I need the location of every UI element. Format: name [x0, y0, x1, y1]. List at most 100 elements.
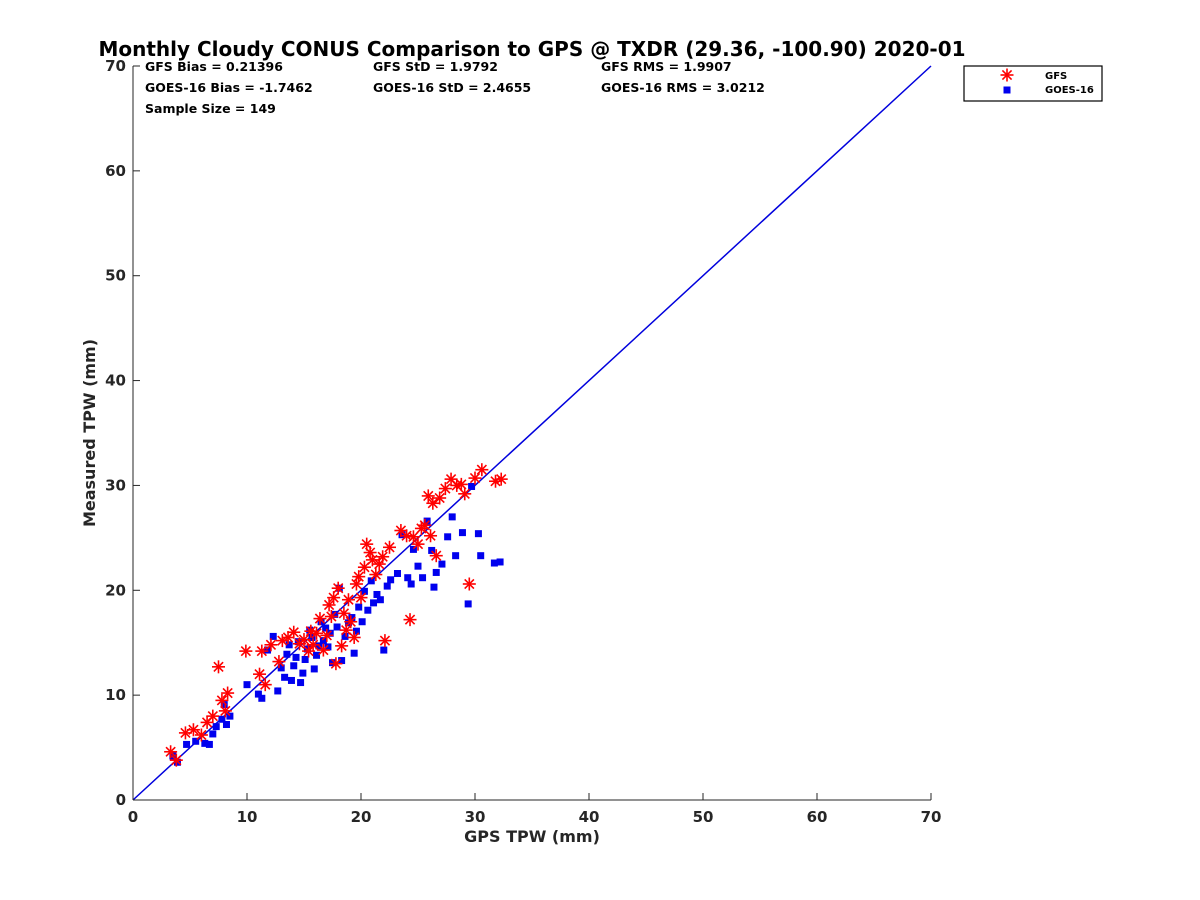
x-tick-label: 40 — [579, 808, 600, 826]
goes16-point — [243, 681, 251, 689]
gfs-point — [218, 704, 232, 718]
goes16-point — [333, 623, 341, 631]
stat-gfs-std: GFS StD = 1.9792 — [373, 59, 498, 74]
gfs-point — [341, 593, 355, 607]
gfs-point — [347, 630, 361, 644]
goes16-point — [452, 552, 460, 560]
goes16-point — [383, 582, 391, 590]
chart-title: Monthly Cloudy CONUS Comparison to GPS @… — [98, 37, 965, 61]
goes16-point — [285, 641, 293, 649]
gfs-point — [426, 496, 440, 510]
gfs-point — [310, 626, 324, 640]
gfs-point — [272, 655, 286, 669]
gfs-point — [424, 529, 438, 543]
gfs-point — [253, 667, 267, 681]
y-tick-label: 0 — [116, 791, 126, 809]
goes16-point — [317, 618, 325, 626]
gfs-point — [458, 487, 472, 501]
goes16-point — [192, 737, 200, 745]
goes16-point — [370, 599, 378, 607]
goes16-point — [404, 574, 412, 582]
gfs-point — [324, 610, 338, 623]
stat-gfs-bias: GFS Bias = 0.21396 — [145, 59, 283, 74]
goes16-point — [292, 653, 300, 661]
goes16-point — [326, 629, 334, 637]
goes16-point — [364, 606, 372, 614]
gfs-point — [352, 570, 366, 584]
goes16-point — [393, 570, 401, 578]
legend: GFS GOES-16 — [963, 65, 1103, 102]
goes16-point — [212, 723, 220, 731]
goes16-point — [468, 482, 476, 490]
gfs-point — [331, 581, 345, 595]
goes16-point — [205, 740, 213, 748]
goes16-point — [269, 632, 277, 640]
gfs-point — [429, 549, 443, 563]
y-tick-label: 50 — [105, 267, 126, 285]
goes16-point — [496, 558, 504, 566]
gfs-point — [421, 489, 435, 503]
goes16-point — [319, 637, 327, 645]
goes16-point — [290, 662, 298, 670]
y-axis-label: Measured TPW (mm) — [80, 339, 99, 527]
gfs-point — [335, 639, 349, 653]
goes16-point — [432, 568, 440, 576]
goes16-point — [428, 546, 436, 554]
gfs-point — [221, 686, 235, 700]
gfs-point — [468, 471, 482, 485]
gfs-point — [169, 753, 183, 767]
goes16-point — [419, 574, 427, 582]
gfs-point — [369, 568, 383, 582]
gfs-point — [400, 529, 414, 543]
x-tick-label: 20 — [351, 808, 372, 826]
goes16-point — [299, 669, 307, 677]
gfs-point — [357, 560, 371, 574]
gfs-point — [454, 477, 468, 491]
x-tick-label: 0 — [128, 808, 138, 826]
goes16-point — [287, 676, 295, 684]
y-tick-label: 10 — [105, 686, 126, 704]
goes16-point — [414, 562, 422, 570]
gfs-point — [475, 463, 489, 477]
gfs-point — [394, 524, 408, 538]
goes16-point — [310, 665, 318, 673]
goes16-point — [373, 590, 381, 598]
gfs-point — [354, 591, 368, 605]
y-tick-label: 60 — [105, 162, 126, 180]
gfs-point — [489, 474, 503, 488]
goes16-point — [407, 580, 415, 588]
goes16-point — [409, 545, 417, 553]
goes16-point — [183, 740, 191, 748]
goes16-point — [360, 587, 368, 595]
axes — [132, 66, 931, 801]
goes16-point — [430, 583, 438, 591]
stat-gfs-rms: GFS RMS = 1.9907 — [601, 59, 732, 74]
x-tick-label: 30 — [465, 808, 486, 826]
gfs-point — [316, 643, 330, 657]
goes16-point — [324, 643, 332, 651]
goes16-point — [301, 655, 309, 663]
y-tick-label: 70 — [105, 57, 126, 75]
data-points-layer — [164, 463, 508, 767]
goes16-point — [490, 559, 498, 567]
goes16-point — [444, 533, 452, 541]
y-tick-label: 40 — [105, 372, 126, 390]
goes16-point — [329, 659, 336, 667]
goes16-point — [201, 739, 209, 747]
gfs-point — [339, 623, 353, 637]
gfs-point — [383, 540, 396, 554]
gfs-point — [215, 693, 229, 707]
goes16-point — [477, 552, 485, 560]
goes16-point — [264, 646, 272, 654]
gfs-point — [378, 634, 392, 648]
legend-marker-gfs — [1000, 68, 1014, 82]
gfs-point — [327, 591, 341, 605]
goes16-point — [274, 687, 282, 695]
goes16-point — [322, 624, 330, 632]
gfs-point — [411, 537, 425, 551]
gfs-point — [306, 638, 320, 652]
legend-marker-goes16 — [1003, 86, 1011, 94]
goes16-point — [226, 712, 234, 720]
x-tick-label: 60 — [807, 808, 828, 826]
